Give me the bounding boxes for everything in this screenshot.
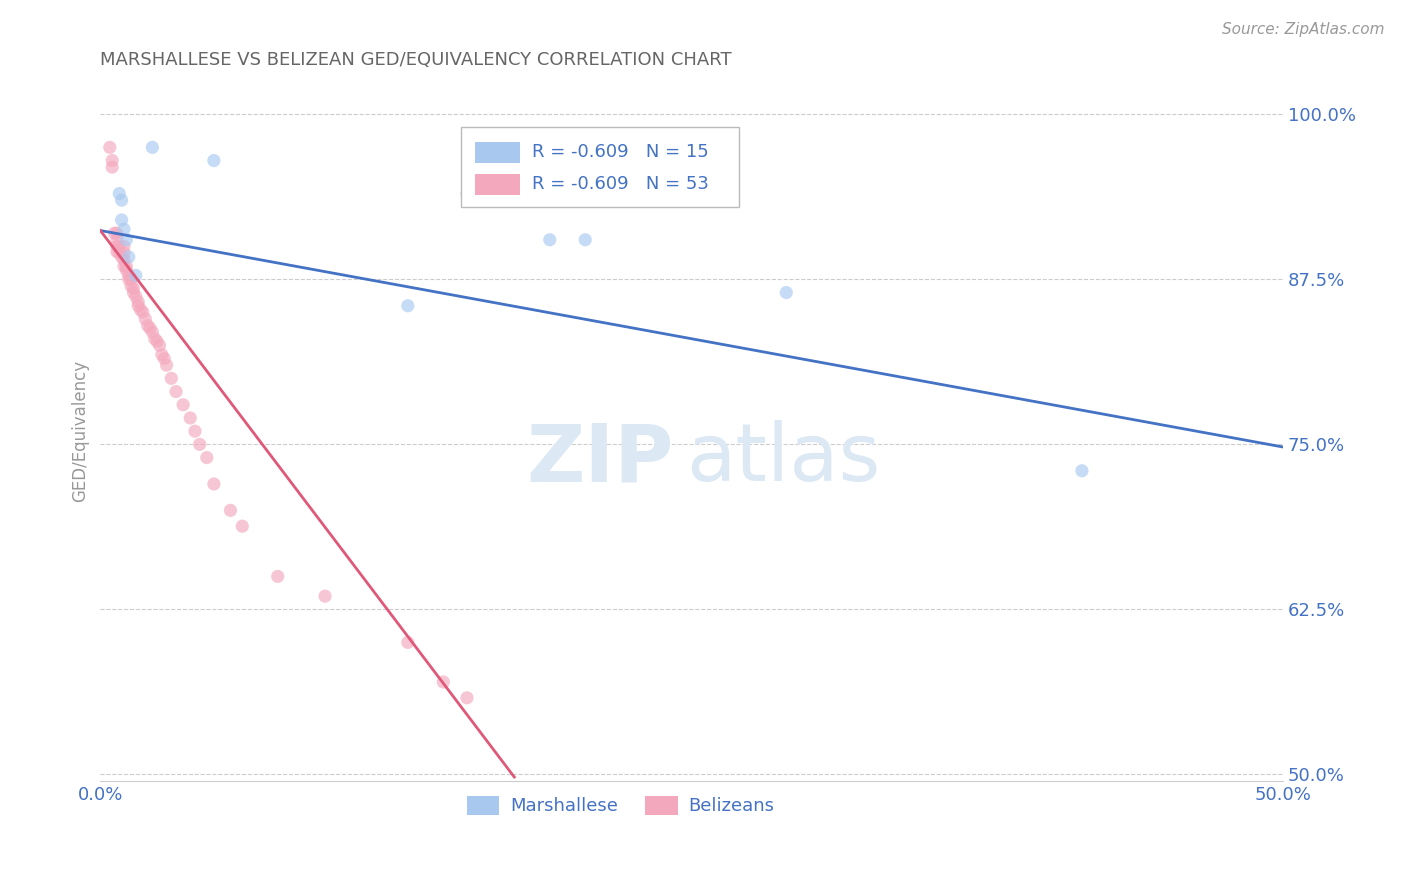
Point	[101, 160, 124, 174]
Point	[108, 246, 131, 260]
Point	[141, 140, 163, 154]
Text: Source: ZipAtlas.com: Source: ZipAtlas.com	[1222, 22, 1385, 37]
Point	[143, 332, 166, 346]
Point	[202, 153, 225, 168]
Point	[120, 272, 142, 286]
Point	[574, 233, 596, 247]
Point	[538, 233, 561, 247]
Text: ZIP: ZIP	[527, 420, 673, 498]
Point	[105, 244, 128, 259]
Point	[432, 675, 454, 690]
Point	[195, 450, 218, 465]
Point	[125, 268, 148, 283]
Point	[267, 569, 290, 583]
Point	[202, 477, 225, 491]
Point	[115, 259, 138, 273]
Point	[127, 299, 149, 313]
FancyBboxPatch shape	[461, 127, 740, 207]
Point	[120, 279, 142, 293]
Point	[396, 299, 419, 313]
FancyBboxPatch shape	[475, 142, 520, 162]
Point	[122, 282, 145, 296]
Point	[155, 358, 177, 372]
Point	[122, 285, 145, 300]
Point	[115, 233, 138, 247]
Point	[111, 193, 134, 207]
Point	[105, 233, 128, 247]
Point	[146, 334, 169, 349]
Point	[111, 213, 134, 227]
Point	[456, 690, 478, 705]
Text: atlas: atlas	[686, 420, 880, 498]
Point	[115, 263, 138, 277]
Point	[112, 222, 135, 236]
Point	[108, 239, 131, 253]
Point	[118, 272, 141, 286]
Point	[148, 338, 170, 352]
Point	[1071, 464, 1094, 478]
Point	[112, 252, 135, 267]
Point	[112, 246, 135, 260]
Legend: Marshallese, Belizeans: Marshallese, Belizeans	[458, 787, 783, 824]
Point	[118, 250, 141, 264]
Point	[112, 259, 135, 273]
Point	[111, 250, 134, 264]
Point	[141, 325, 163, 339]
Point	[188, 437, 211, 451]
Point	[153, 351, 176, 366]
Point	[125, 289, 148, 303]
Point	[314, 589, 336, 603]
Y-axis label: GED/Equivalency: GED/Equivalency	[72, 360, 89, 502]
Point	[132, 305, 155, 319]
Point	[219, 503, 242, 517]
Point	[775, 285, 797, 300]
Point	[105, 239, 128, 253]
Point	[127, 294, 149, 309]
Point	[231, 519, 253, 533]
Point	[456, 186, 478, 201]
Point	[396, 635, 419, 649]
Point	[101, 153, 124, 168]
Point	[160, 371, 183, 385]
Point	[136, 318, 159, 333]
Text: MARSHALLESE VS BELIZEAN GED/EQUIVALENCY CORRELATION CHART: MARSHALLESE VS BELIZEAN GED/EQUIVALENCY …	[100, 51, 733, 69]
FancyBboxPatch shape	[475, 174, 520, 194]
Point	[129, 302, 152, 317]
Point	[184, 424, 207, 438]
Text: R = -0.609   N = 53: R = -0.609 N = 53	[531, 175, 709, 194]
Point	[118, 268, 141, 283]
Point	[139, 321, 162, 335]
Point	[112, 239, 135, 253]
Point	[103, 226, 125, 240]
Point	[108, 186, 131, 201]
Point	[172, 398, 194, 412]
Point	[134, 312, 156, 326]
Point	[105, 226, 128, 240]
Point	[98, 140, 121, 154]
Point	[179, 411, 201, 425]
Point	[150, 348, 173, 362]
Text: R = -0.609   N = 15: R = -0.609 N = 15	[531, 143, 709, 161]
Point	[165, 384, 187, 399]
